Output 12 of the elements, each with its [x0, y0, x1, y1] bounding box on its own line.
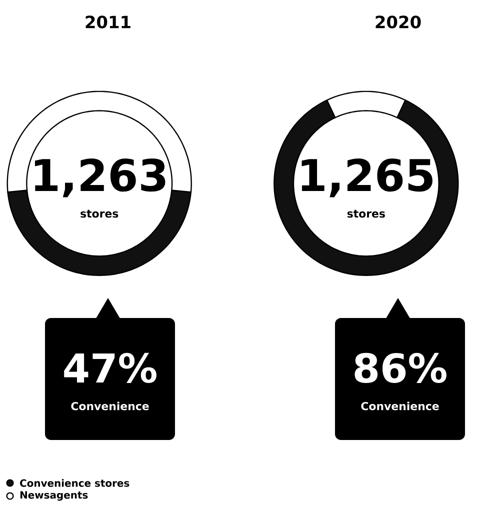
legend-label: Newsagents [20, 491, 88, 501]
text: stores [80, 210, 118, 218]
chart-title: 2020 [376, 16, 421, 28]
text: 1,263 [34, 158, 166, 198]
chart-title: 2011 [86, 16, 130, 28]
text: Convenience [361, 402, 439, 410]
text: stores [347, 210, 385, 218]
data-label: 47% [64, 352, 156, 384]
text: 1,265 [302, 158, 432, 198]
text: Convenience [71, 402, 149, 410]
legend-label: Convenience stores [20, 479, 130, 487]
data-label: 86% [354, 352, 446, 384]
